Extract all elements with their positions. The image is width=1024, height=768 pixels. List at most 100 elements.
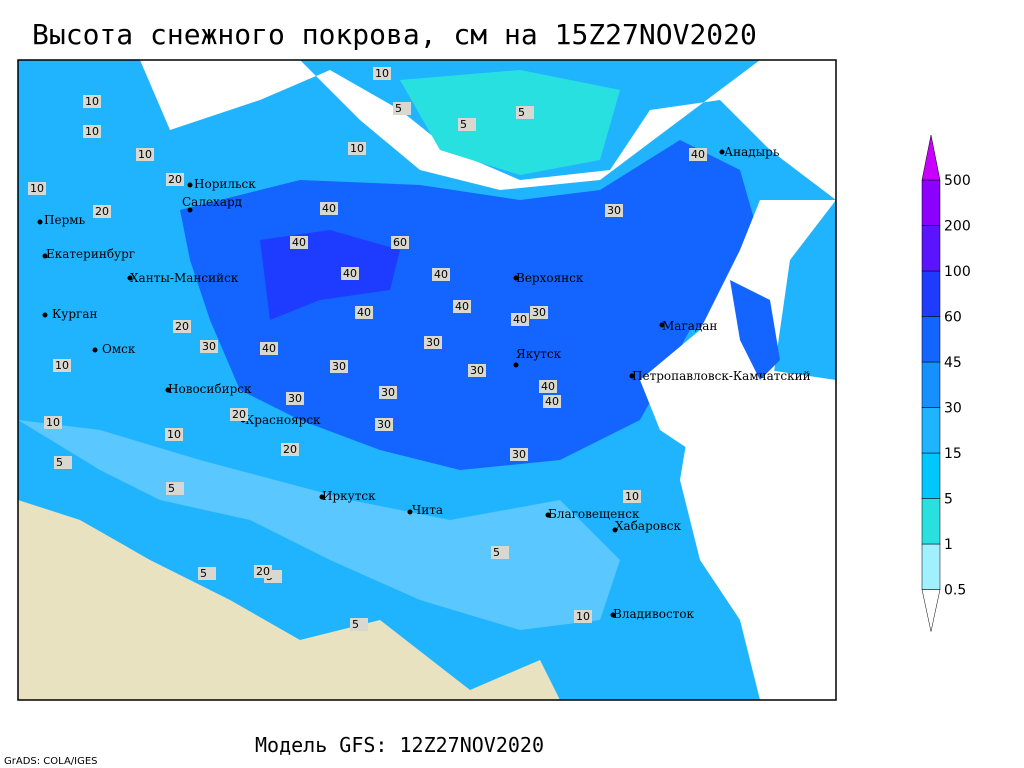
contour-label-bg	[623, 490, 641, 503]
legend-label: 30	[944, 401, 962, 417]
city-label: Норильск	[194, 177, 256, 191]
contour-label-bg	[530, 306, 548, 319]
contour-label-bg	[166, 173, 184, 186]
city-dot	[612, 527, 618, 533]
contour-label: 10	[576, 610, 590, 623]
contour-label-bg	[432, 268, 450, 281]
legend-label: 500	[944, 173, 971, 189]
contour-label: 40	[357, 306, 371, 319]
contour-label: 10	[46, 416, 60, 429]
contour-label: 40	[541, 380, 555, 393]
contour-label-bg	[83, 125, 101, 138]
contour-labels: 10 10 10 10 10 5 5 10 5 20 20 40 40 60 40 40 40 30 30 40 40 3…	[28, 67, 707, 631]
contour-label: 10	[167, 428, 181, 441]
arctic-ocean	[140, 60, 836, 200]
contour-label: 10	[350, 142, 364, 155]
map-frame	[17, 59, 837, 701]
city-label: Ханты-Мансийск	[130, 271, 239, 285]
contour-label-bg	[166, 482, 184, 495]
map	[17, 59, 837, 701]
title: Высота снежного покрова, см на 15Z27NOV2…	[32, 18, 757, 51]
legend-label: 5	[944, 492, 953, 508]
city-dot	[513, 362, 519, 368]
contour-label-bg	[350, 618, 368, 631]
contour-label-bg	[605, 204, 623, 217]
contour-label: 40	[455, 300, 469, 313]
legend-label: 100	[944, 264, 971, 280]
city-dot	[42, 253, 48, 259]
contour-label-bg	[375, 418, 393, 431]
legend-label: 60	[944, 310, 962, 326]
legend-label: 0.5	[944, 583, 966, 599]
city-label: Курган	[52, 307, 97, 321]
contour-label-bg	[453, 300, 471, 313]
contour-label: 40	[434, 268, 448, 281]
city-label: Салехард	[182, 195, 242, 209]
legend-swatch	[921, 316, 941, 363]
contour-label: 40	[513, 313, 527, 326]
legend-swatch	[921, 498, 941, 545]
snow-thin	[18, 420, 620, 630]
contour-label: 30	[512, 448, 526, 461]
city-dot	[659, 322, 665, 328]
city-label: Магадан	[662, 319, 717, 333]
city-dot	[42, 312, 48, 318]
city-label: Новосибирск	[168, 382, 252, 396]
contour-label-bg	[689, 148, 707, 161]
city-label: Омск	[102, 342, 136, 356]
contour-label-bg	[516, 106, 534, 119]
contour-label-bg	[198, 567, 216, 580]
city-dot	[165, 387, 171, 393]
city-dot	[545, 512, 551, 518]
credit: GrADS: COLA/IGES	[4, 756, 98, 767]
contour-label-bg	[468, 364, 486, 377]
contour-label-bg	[373, 67, 391, 80]
contour-label-bg	[53, 359, 71, 372]
contour-label-bg	[393, 102, 411, 115]
contour-label: 20	[256, 565, 270, 578]
contour-label: 30	[426, 336, 440, 349]
contour-label: 40	[545, 395, 559, 408]
contour-label-bg	[424, 336, 442, 349]
legend-label: 1	[944, 537, 953, 553]
contour-label-bg	[136, 148, 154, 161]
city-dot	[187, 182, 193, 188]
contour-label: 20	[168, 173, 182, 186]
contour-label-bg	[93, 205, 111, 218]
contour-label: 30	[607, 204, 621, 217]
city-label: Хабаровск	[615, 519, 681, 533]
contour-label: 10	[375, 67, 389, 80]
city-dot	[187, 207, 193, 213]
contour-label: 5	[168, 482, 175, 495]
contour-label: 60	[393, 236, 407, 249]
city-label: Екатеринбург	[46, 247, 135, 261]
contour-label: 30	[288, 392, 302, 405]
contour-label-bg	[173, 320, 191, 333]
contour-label-bg	[491, 546, 509, 559]
city-label: Верхоянск	[516, 271, 584, 285]
city-dot	[127, 275, 133, 281]
city-label: Благовещенск	[548, 507, 640, 521]
city-dot	[513, 275, 519, 281]
city-dot	[629, 373, 635, 379]
contour-label-bg	[539, 380, 557, 393]
contour-label-bg	[348, 142, 366, 155]
contour-label: 5	[460, 118, 467, 131]
contour-label-bg	[511, 313, 529, 326]
contour-label: 30	[377, 418, 391, 431]
city-dot	[610, 612, 616, 618]
contour-label-bg	[543, 395, 561, 408]
sea-ice	[400, 70, 620, 175]
city-dot	[37, 219, 43, 225]
contour-label: 30	[470, 364, 484, 377]
contour-label: 5	[200, 567, 207, 580]
cities: Норильск Салехард Пермь Екатеринбург Ханты-М…	[37, 145, 811, 621]
contour-label: 10	[30, 182, 44, 195]
legend-swatch	[921, 589, 941, 632]
city-label: Владивосток	[613, 607, 695, 621]
contour-label-bg	[83, 95, 101, 108]
contour-label-bg	[574, 610, 592, 623]
city-dot	[319, 494, 325, 500]
legend-swatch	[921, 225, 941, 272]
